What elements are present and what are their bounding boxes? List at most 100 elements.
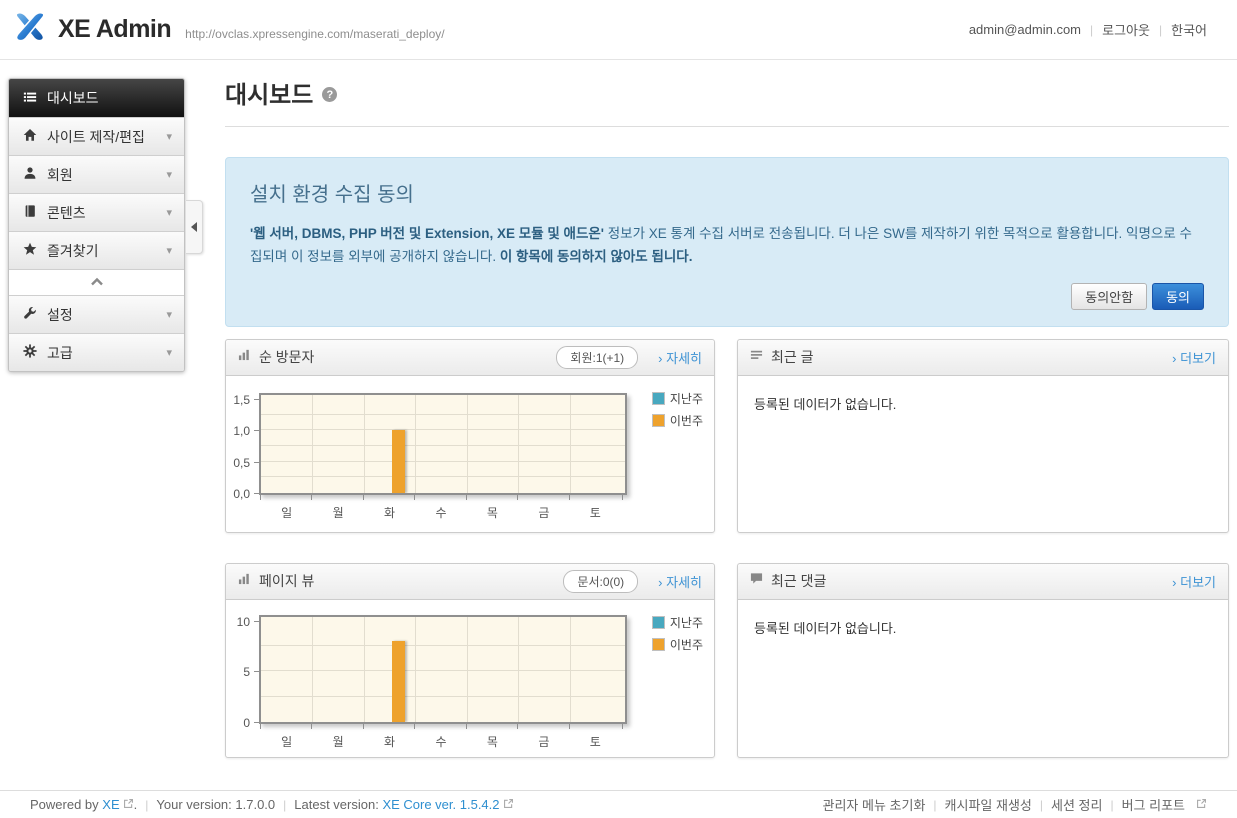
panel-title: 최근 댓글 (771, 573, 827, 590)
chevron-down-icon: ▾ (166, 207, 172, 219)
x-tick-label: 금 (538, 734, 550, 749)
y-tick-label: 10 (236, 614, 250, 629)
grid-line (312, 394, 314, 493)
external-link-icon (123, 797, 134, 812)
chart-bar (391, 641, 405, 722)
x-tick-label: 수 (435, 505, 447, 520)
x-tick-label: 화 (384, 505, 396, 520)
sidebar-item-label: 회원 (47, 166, 73, 183)
sidebar-toggle-handle[interactable] (186, 200, 203, 254)
grid-line (312, 616, 314, 722)
grid-line (261, 670, 625, 672)
grid-line (363, 394, 365, 493)
site-url[interactable]: http://ovclas.xpressengine.com/maserati_… (185, 26, 445, 41)
help-icon[interactable]: ? (322, 87, 338, 102)
sidebar-item-label: 콘텐츠 (47, 204, 86, 221)
notice-title: 설치 환경 수집 동의 (250, 184, 414, 206)
x-tick-mark (414, 494, 416, 500)
visitors-detail-link[interactable]: › 자세히 (658, 350, 702, 366)
x-tick-label: 일 (281, 734, 293, 749)
language-link[interactable]: 한국어 (1171, 23, 1207, 38)
sidebar-item-settings[interactable]: 설정 ▾ (9, 295, 184, 333)
sidebar-item-members[interactable]: 회원 ▾ (9, 155, 184, 193)
decline-button[interactable]: 동의안함 (1071, 282, 1148, 310)
x-tick-mark (568, 723, 570, 729)
y-tick-mark (254, 492, 259, 494)
pageviews-detail-link[interactable]: › 자세히 (658, 574, 702, 590)
app-footer: Powered by XE . | Your version: 1.7.0.0 … (0, 790, 1237, 818)
list-icon (750, 348, 763, 366)
sidebar-item-advanced[interactable]: 고급 ▾ (9, 333, 184, 371)
legend-entry: 지난주 (651, 390, 703, 407)
bug-report-link[interactable]: 버그 리포트 (1121, 798, 1185, 813)
home-icon (23, 128, 37, 145)
grid-line (261, 695, 625, 697)
dashboard-list-icon (23, 90, 37, 107)
legend-swatch (651, 637, 665, 651)
comment-icon (750, 572, 763, 590)
recent-comments-more-link[interactable]: › 더보기 (1172, 574, 1216, 590)
grid-line (518, 394, 520, 493)
bar-chart-icon (238, 348, 251, 366)
notice-bold-lead: '웹 서버, DBMS, PHP 버전 및 Extension, XE 모듈 및… (250, 226, 605, 241)
chevron-up-icon (90, 274, 104, 292)
grid-line (518, 616, 520, 722)
x-tick-label: 일 (281, 505, 293, 520)
xe-link[interactable]: XE (102, 797, 120, 812)
page-views-panel: 페이지 뷰 문서:0(0) › 자세히 0 5 10 일 월 화 수 목 금 토 지난주 이번주 (225, 562, 715, 758)
x-tick-mark (362, 494, 364, 500)
separator: | (1158, 22, 1163, 37)
xe-core-version-link[interactable]: XE Core ver. 1.5.4.2 (382, 797, 500, 812)
panel-title: 순 방문자 (259, 349, 315, 366)
recent-posts-more-link[interactable]: › 더보기 (1172, 350, 1216, 366)
x-tick-mark (622, 723, 623, 729)
sidebar-item-label: 고급 (47, 344, 73, 361)
y-tick-mark (254, 620, 259, 622)
y-tick-label: 1,5 (233, 392, 250, 407)
y-tick-mark (254, 671, 259, 673)
x-tick-label: 토 (589, 505, 601, 520)
legend-label: 지난주 (669, 391, 703, 406)
panel-title: 최근 글 (771, 349, 814, 366)
legend-swatch (651, 615, 665, 629)
x-tick-mark (517, 494, 519, 500)
legend-entry: 지난주 (651, 614, 703, 631)
y-tick-mark (254, 398, 259, 400)
page-title: 대시보드 (225, 82, 314, 109)
x-tick-mark (465, 723, 467, 729)
wrench-icon (23, 306, 37, 323)
sidebar-item-content[interactable]: 콘텐츠 ▾ (9, 193, 184, 231)
grid-line (569, 616, 571, 722)
sidebar-item-dashboard[interactable]: 대시보드 (9, 79, 184, 117)
grid-line (466, 616, 468, 722)
grid-line (261, 460, 625, 462)
rebuild-cache-link[interactable]: 캐시파일 재생성 (944, 798, 1032, 813)
unique-visitors-chart: 0,0 0,5 1,0 1,5 일 월 화 수 목 금 토 (226, 376, 714, 520)
panel-title: 페이지 뷰 (259, 573, 315, 590)
chevron-left-icon (191, 222, 197, 232)
env-collection-consent-notice: 설치 환경 수집 동의 '웹 서버, DBMS, PHP 버전 및 Extens… (225, 157, 1229, 327)
grid-line (261, 429, 625, 431)
sidebar-item-site-edit[interactable]: 사이트 제작/편집 ▾ (9, 117, 184, 155)
x-tick-mark (465, 494, 467, 500)
sidebar: 대시보드 사이트 제작/편집 ▾ 회원 ▾ 콘텐츠 ▾ 즐겨찾기 ▾ (8, 78, 185, 372)
x-tick-mark (517, 723, 519, 729)
sidebar-item-label: 대시보드 (47, 90, 99, 106)
your-version-text: Your version: 1.7.0.0 (156, 797, 276, 812)
app-header: XE Admin http://ovclas.xpressengine.com/… (0, 0, 1237, 60)
chart-legend: 지난주 이번주 (651, 390, 703, 429)
logout-link[interactable]: 로그아웃 (1102, 23, 1150, 38)
app-logo[interactable]: XE Admin (10, 7, 172, 52)
reset-admin-menu-link[interactable]: 관리자 메뉴 초기화 (822, 798, 926, 813)
separator: | (933, 797, 937, 812)
sidebar-item-label: 즐겨찾기 (47, 242, 99, 259)
separator: | (1090, 22, 1094, 37)
book-icon (23, 204, 37, 221)
chevron-down-icon: ▾ (166, 131, 172, 143)
sidebar-collapse-button[interactable] (9, 269, 184, 295)
sidebar-item-favorites[interactable]: 즐겨찾기 ▾ (9, 231, 184, 269)
grid-line (261, 476, 625, 478)
x-tick-mark (311, 723, 313, 729)
clear-session-link[interactable]: 세션 정리 (1051, 798, 1103, 813)
agree-button[interactable]: 동의 (1152, 282, 1204, 310)
